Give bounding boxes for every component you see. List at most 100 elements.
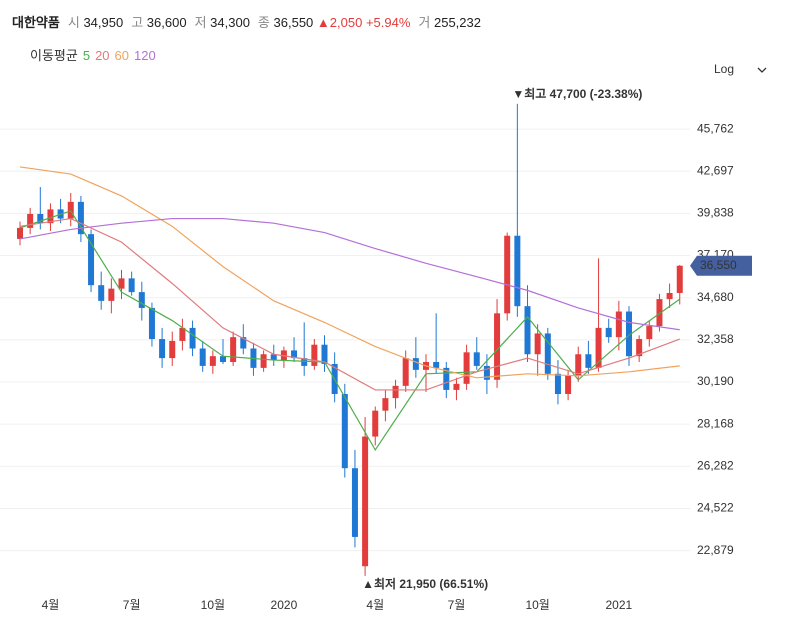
label: 시 [67,15,80,30]
ma-line [19,210,681,452]
value: 36,600 [146,15,187,30]
candle-body [646,326,653,340]
x-tick-label: 4월 [42,598,60,612]
candle-body [159,339,166,359]
candle-body [362,436,369,567]
candle-body [382,398,389,411]
candle-body [128,278,135,293]
x-tick-label: 10월 [201,598,225,612]
candle-body [230,337,237,362]
candle-body [615,311,622,338]
candle-body [148,307,155,340]
candle-body [433,361,440,368]
low-annotation: ▲최저 21,950 (66.51%) [362,576,488,591]
x-tick-label: 7월 [123,598,141,612]
candle-body [494,313,501,380]
candle-body [534,333,541,355]
y-tick-label: 42,697 [697,163,734,177]
candle-body [311,344,318,366]
candle-body [199,348,206,366]
candle-body [544,333,551,374]
candle-body [138,292,145,308]
y-tick-label: 30,190 [697,374,734,388]
candle-body [301,358,308,366]
high-annotation: ▼최고 47,700 (-23.38%) [512,86,642,101]
value: 34,300 [210,15,250,30]
candle-body [483,365,490,380]
candle-body [453,383,460,390]
candle-body [47,209,54,224]
candle-body [473,352,480,366]
candle-body [179,327,186,341]
candle-body [98,285,105,301]
candle-body [67,201,74,219]
candle-body [118,278,125,289]
y-tick-label: 39,838 [697,206,734,220]
candle-body [240,337,247,349]
header: 대한약품 시 34,950 고 36,600 저 34,300 종 36,550 ▲2,… [12,12,481,31]
y-tick-label: 28,168 [697,416,734,430]
candle-body [189,327,196,349]
legend-entry: 5 [82,48,91,63]
candle-body [392,385,399,399]
change-pct: +5.94% [365,15,411,30]
x-tick-label: 4월 [366,598,384,612]
legend-title: 이동평균 [30,48,78,63]
candle-body [656,299,663,327]
value: 36,550 [273,15,314,30]
candle-body [402,358,409,386]
label: 저 [194,15,207,30]
candle-body [220,356,226,362]
ma-line [19,166,680,379]
candle-body [351,468,358,537]
price-tag-label: 36,550 [700,258,737,272]
label: 고 [131,15,144,30]
candle-body [463,352,470,384]
candle-body [605,327,612,338]
change: ▲2,050 [316,15,363,30]
candle-body [17,227,23,239]
legend-entry: 120 [134,48,156,63]
candle-body [341,394,348,469]
candle-body [372,410,379,437]
y-tick-label: 34,680 [697,290,734,304]
ma-line [19,217,680,331]
candle-body [595,327,602,368]
candle-body [108,288,115,301]
candle-body [270,354,277,361]
ma-legend: 이동평균 5 20 60 120 [30,45,156,64]
candle-body [626,311,632,357]
dropdown-arrow[interactable] [757,67,767,73]
candle-body [676,265,683,293]
x-tick-label: 2021 [605,598,632,612]
stock-name: 대한약품 [12,15,60,30]
candle-body [585,354,592,368]
candle-body [77,201,84,235]
candle-body [443,367,450,390]
x-tick-label: 7월 [448,598,466,612]
price-tag [690,255,752,276]
scale-toggle[interactable]: Log [714,62,734,76]
value: 255,232 [433,15,481,30]
legend-entry: 60 [114,48,130,63]
candle-body [321,344,328,364]
candle-body [554,373,561,395]
candle-body [504,235,511,314]
candle-body [514,235,521,307]
label: 종 [257,15,270,30]
value: 34,950 [83,15,124,30]
candle-body [27,213,34,228]
y-tick-label: 22,879 [697,543,734,557]
candle-body [37,213,44,224]
candle-body [524,306,531,355]
candle-body [666,292,673,300]
ma-line [19,217,680,391]
y-tick-label: 32,358 [697,332,734,346]
x-tick-label: 10월 [525,598,549,612]
x-tick-label: 2020 [271,598,298,612]
candle-body [412,358,419,370]
y-tick-label: 45,762 [697,121,734,135]
candle-body [169,340,176,359]
